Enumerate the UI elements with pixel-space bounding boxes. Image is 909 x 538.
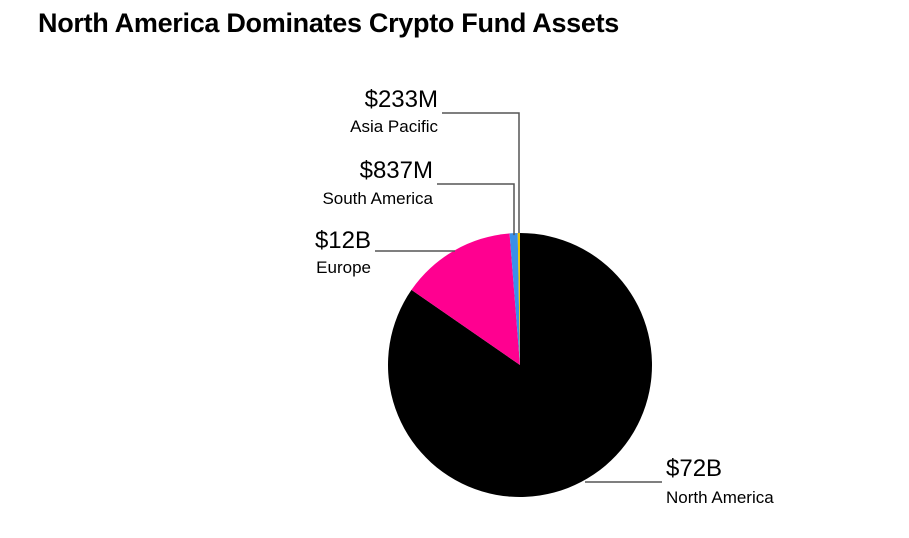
slice-value-label: $72B	[666, 455, 722, 482]
slice-value-label: $837M	[360, 157, 433, 184]
pie-slices	[388, 233, 652, 497]
pie-slice	[517, 233, 520, 365]
slice-name-label: North America	[666, 488, 774, 507]
chart-title: North America Dominates Crypto Fund Asse…	[38, 8, 620, 38]
pie-slice	[509, 233, 520, 365]
slice-value-label: $12B	[315, 227, 371, 254]
leader-line	[437, 183, 515, 236]
leader-lines	[375, 112, 662, 483]
pie-slice	[411, 233, 520, 365]
slice-name-label: Asia Pacific	[350, 117, 438, 136]
leader-line	[442, 112, 520, 234]
slice-name-label: Europe	[316, 258, 371, 277]
slice-value-label: $233M	[365, 86, 438, 113]
slice-name-label: South America	[322, 189, 433, 208]
